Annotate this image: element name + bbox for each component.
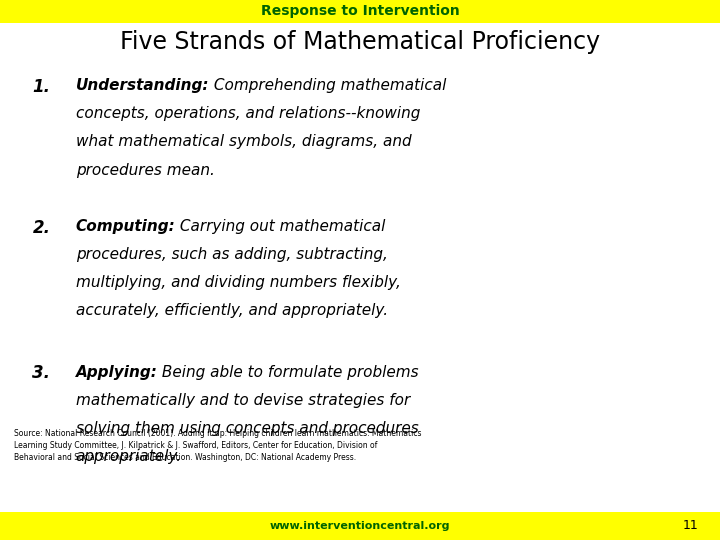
Text: 1.: 1. [32,78,50,96]
Text: Computing:: Computing: [76,219,176,234]
Text: what mathematical symbols, diagrams, and: what mathematical symbols, diagrams, and [76,134,411,150]
Text: procedures, such as adding, subtracting,: procedures, such as adding, subtracting, [76,247,387,262]
FancyBboxPatch shape [0,0,720,23]
Text: solving them using concepts and procedures: solving them using concepts and procedur… [76,421,418,436]
Text: appropriately.: appropriately. [76,449,181,464]
Text: Comprehending mathematical: Comprehending mathematical [209,78,446,93]
Text: Carrying out mathematical: Carrying out mathematical [176,219,386,234]
Text: Applying:: Applying: [76,364,158,380]
Text: 11: 11 [683,519,698,532]
Text: Five Strands of Mathematical Proficiency: Five Strands of Mathematical Proficiency [120,30,600,53]
Text: www.interventioncentral.org: www.interventioncentral.org [270,521,450,531]
Text: Source: National Research Council (2001). Adding it up: Helping children learn m: Source: National Research Council (2001)… [14,429,422,462]
Text: 2.: 2. [32,219,50,237]
Text: 3.: 3. [32,364,50,382]
Text: mathematically and to devise strategies for: mathematically and to devise strategies … [76,393,410,408]
Text: accurately, efficiently, and appropriately.: accurately, efficiently, and appropriate… [76,303,388,318]
Text: concepts, operations, and relations--knowing: concepts, operations, and relations--kno… [76,106,420,122]
Text: multiplying, and dividing numbers flexibly,: multiplying, and dividing numbers flexib… [76,275,400,290]
Text: Understanding:: Understanding: [76,78,209,93]
Text: Being able to formulate problems: Being able to formulate problems [158,364,419,380]
Text: Response to Intervention: Response to Intervention [261,4,459,18]
FancyBboxPatch shape [0,512,720,540]
Text: procedures mean.: procedures mean. [76,163,215,178]
